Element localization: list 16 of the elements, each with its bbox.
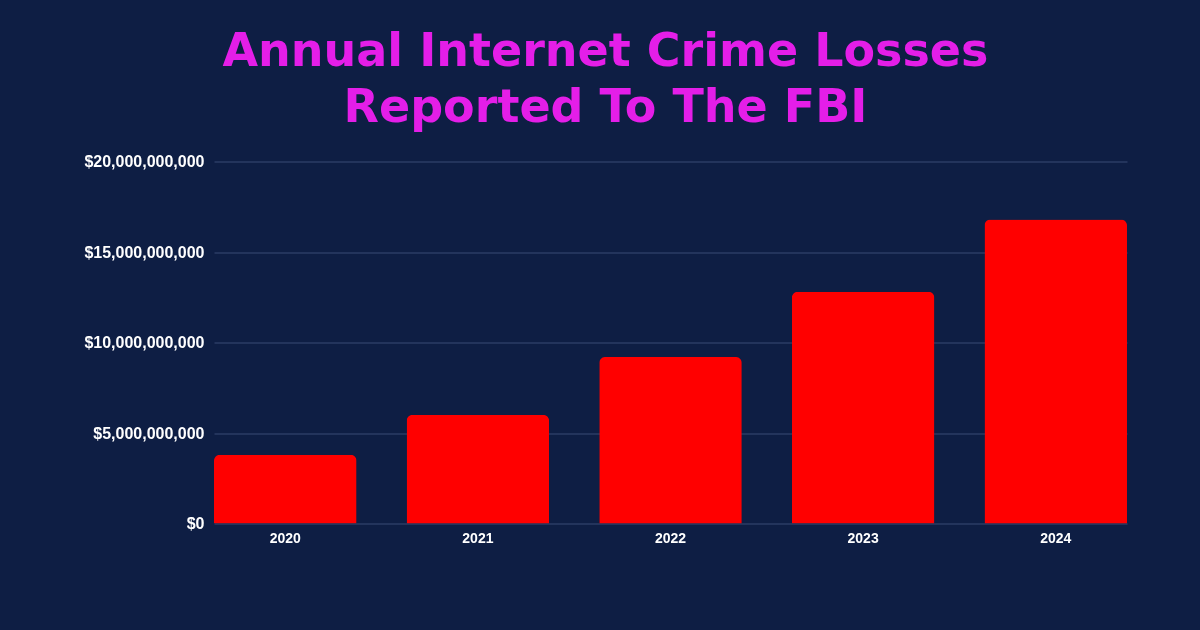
x-tick-label: 2024 bbox=[1040, 530, 1072, 546]
chart-title: Annual Internet Crime Losses Reported To The FBI bbox=[222, 22, 989, 133]
y-tick-label: $0 bbox=[186, 515, 205, 532]
bar bbox=[599, 356, 742, 524]
x-tick-label: 2020 bbox=[269, 530, 302, 546]
x-tick-label: 2023 bbox=[847, 530, 879, 546]
x-tick-label: 2022 bbox=[654, 530, 687, 546]
bar bbox=[214, 454, 357, 524]
bar bbox=[984, 219, 1127, 524]
bar bbox=[406, 414, 550, 524]
y-tick-label: $10,000,000,000 bbox=[84, 334, 205, 351]
bar bbox=[791, 291, 935, 524]
y-tick-label: $20,000,000,000 bbox=[84, 153, 205, 170]
y-tick-label: $5,000,000,000 bbox=[93, 424, 205, 442]
y-tick-label: $15,000,000,000 bbox=[84, 243, 205, 261]
x-tick-label: 2021 bbox=[462, 530, 494, 546]
